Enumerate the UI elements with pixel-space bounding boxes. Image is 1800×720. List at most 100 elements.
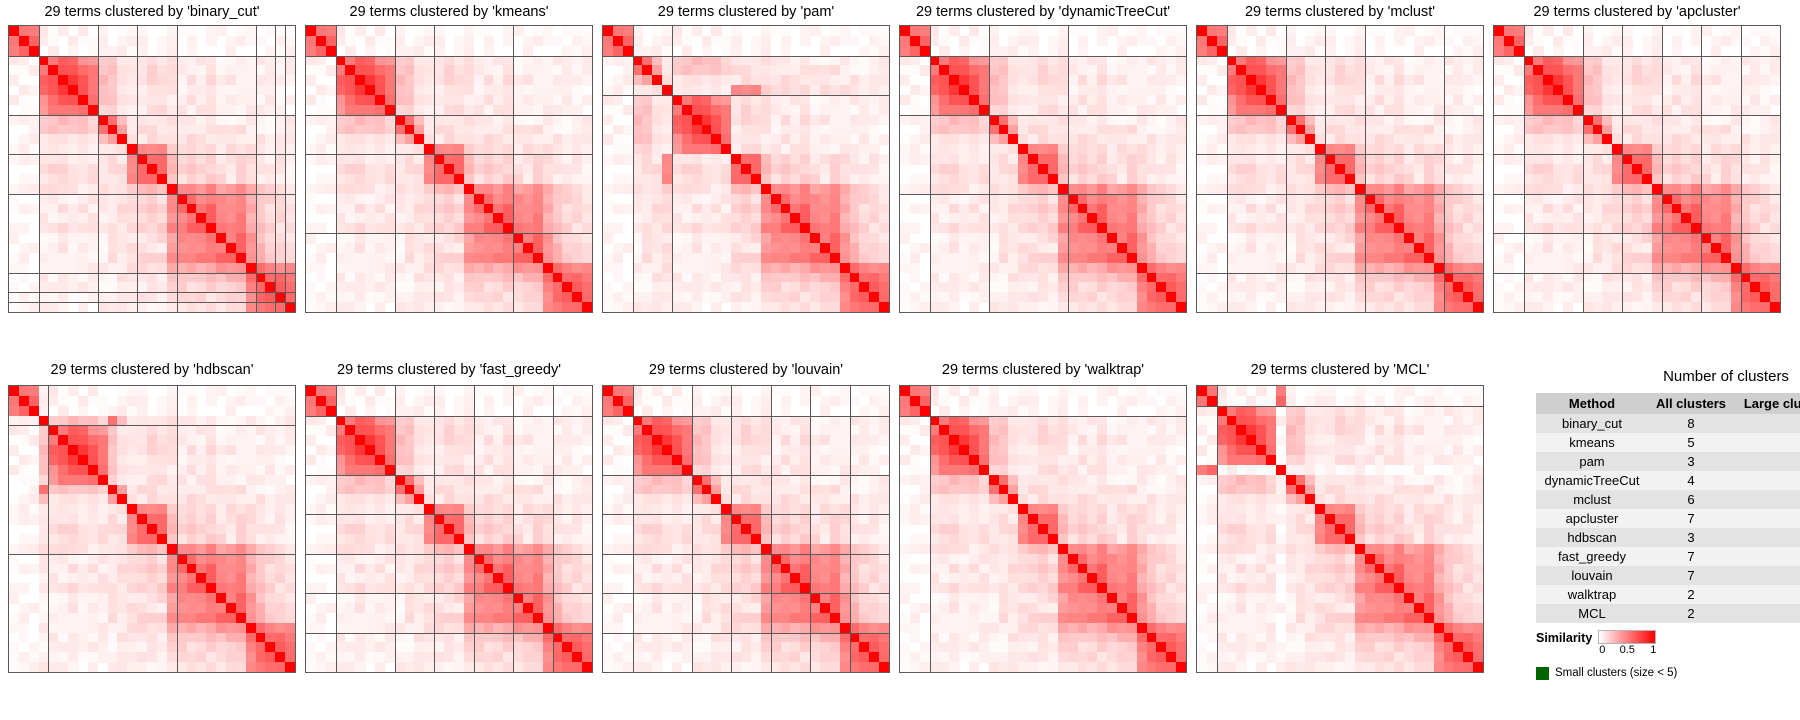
heatmap-plot-hdbscan [8, 385, 296, 673]
cluster-separator-horizontal [900, 193, 1186, 195]
panel-title-fast_greedy: 29 terms clustered by 'fast_greedy' [337, 362, 561, 378]
method-cell: mclust [1536, 490, 1648, 509]
cluster-separator-horizontal [9, 553, 295, 555]
cluster-separator-horizontal [603, 474, 889, 476]
cluster-separator-horizontal [1494, 233, 1780, 235]
cluster-separator-vertical [137, 26, 139, 312]
method-cell: pam [1536, 452, 1648, 471]
table-header-large-clusters: Large clusters (size >= 5) [1734, 393, 1800, 414]
cluster-separator-horizontal [603, 55, 889, 57]
large-clusters-cell: 2 [1734, 452, 1800, 471]
heatmap-panel-dynamicTreeCut: 29 terms clustered by 'dynamicTreeCut' [899, 0, 1187, 720]
cluster-separator-horizontal [306, 154, 592, 156]
panel-title-kmeans: 29 terms clustered by 'kmeans' [349, 4, 549, 20]
large-clusters-cell: 3 [1734, 509, 1800, 528]
cluster-separator-horizontal [1197, 55, 1483, 57]
panel-title-dynamicTreeCut: 29 terms clustered by 'dynamicTreeCut' [915, 4, 1170, 20]
cluster-separator-horizontal [9, 302, 295, 304]
cluster-separator-vertical [434, 26, 436, 312]
cluster-separator-horizontal [306, 474, 592, 476]
heatmap-cells [1494, 26, 1780, 312]
similarity-legend-label: Similarity [1536, 631, 1593, 645]
small-clusters-legend-label: Small clusters (size < 5) [1555, 667, 1678, 679]
cluster-separator-horizontal [306, 55, 592, 57]
heatmap-cells [603, 386, 889, 672]
method-cell: binary_cut [1536, 414, 1648, 433]
heatmap-plot-apcluster [1493, 25, 1781, 313]
cluster-separator-vertical [285, 26, 287, 312]
similarity-colorbar-ticks: 0 0.5 1 [1598, 644, 1656, 658]
cluster-separator-vertical [1740, 26, 1742, 312]
cluster-separator-horizontal [306, 114, 592, 116]
method-cell: kmeans [1536, 433, 1648, 452]
heatmap-cells [900, 386, 1186, 672]
cluster-separator-vertical [335, 26, 337, 312]
large-clusters-cell: 3 [1734, 566, 1800, 585]
cluster-separator-vertical [1285, 26, 1287, 312]
cluster-separator-horizontal [9, 55, 295, 57]
heatmap-panel-mclust: 29 terms clustered by 'mclust' [1196, 0, 1484, 720]
heatmap-cells [306, 26, 592, 312]
cluster-separator-vertical [97, 26, 99, 312]
heatmap-panel-hdbscan: 29 terms clustered by 'hdbscan' [8, 0, 296, 720]
cluster-separator-horizontal [1494, 154, 1780, 156]
heatmap-plot-MCL [1196, 385, 1484, 673]
cluster-separator-vertical [38, 26, 40, 312]
all-clusters-cell: 7 [1648, 547, 1734, 566]
heatmap-plot-kmeans [305, 25, 593, 313]
cluster-separator-vertical [255, 26, 257, 312]
table-row: dynamicTreeCut44 [1536, 471, 1800, 490]
method-cell: apcluster [1536, 509, 1648, 528]
cluster-separator-vertical [176, 26, 178, 312]
cluster-separator-vertical [849, 386, 851, 672]
cluster-separator-vertical [394, 26, 396, 312]
cluster-separator-vertical [672, 26, 674, 312]
panel-title-mclust: 29 terms clustered by 'mclust' [1244, 4, 1436, 20]
cluster-separator-vertical [770, 386, 772, 672]
cluster-separator-horizontal [9, 292, 295, 294]
table-row: binary_cut83 [1536, 414, 1800, 433]
heatmap-panel-binary_cut: 29 terms clustered by 'binary_cut' [8, 0, 296, 720]
heatmap-cells [9, 386, 295, 672]
heatmap-panel-walktrap: 29 terms clustered by 'walktrap' [899, 0, 1187, 720]
heatmap-plot-louvain [602, 385, 890, 673]
table-row: mclust63 [1536, 490, 1800, 509]
cluster-separator-vertical [1701, 26, 1703, 312]
heatmap-plot-binary_cut [8, 25, 296, 313]
heatmap-panel-apcluster: 29 terms clustered by 'apcluster' [1493, 0, 1781, 720]
all-clusters-cell: 7 [1648, 509, 1734, 528]
large-clusters-cell: 3 [1734, 528, 1800, 547]
heatmap-plot-fast_greedy [305, 385, 593, 673]
cluster-separator-horizontal [1197, 193, 1483, 195]
cluster-separator-horizontal [1494, 193, 1780, 195]
heatmap-panel-louvain: 29 terms clustered by 'louvain' [602, 0, 890, 720]
cluster-separator-horizontal [306, 233, 592, 235]
heatmap-plot-mclust [1196, 25, 1484, 313]
cluster-separator-horizontal [1197, 154, 1483, 156]
cluster-separator-vertical [731, 386, 733, 672]
all-clusters-cell: 8 [1648, 414, 1734, 433]
cluster-separator-horizontal [900, 415, 1186, 417]
cluster-separator-vertical [513, 26, 515, 312]
cluster-separator-horizontal [1494, 272, 1780, 274]
cluster-separator-vertical [434, 386, 436, 672]
cluster-separator-vertical [1661, 26, 1663, 312]
method-cell: walktrap [1536, 585, 1648, 604]
cluster-separator-horizontal [603, 415, 889, 417]
heatmap-cells [900, 26, 1186, 312]
cluster-separator-horizontal [1197, 272, 1483, 274]
heatmap-plot-walktrap [899, 385, 1187, 673]
table-row: kmeans53 [1536, 433, 1800, 452]
cluster-separator-horizontal [306, 514, 592, 516]
cluster-separator-horizontal [306, 632, 592, 634]
cluster-separator-horizontal [900, 55, 1186, 57]
heatmap-cells [1197, 26, 1483, 312]
heatmap-cells [306, 386, 592, 672]
table-header-method: Method [1536, 393, 1648, 414]
cluster-separator-horizontal [603, 514, 889, 516]
panel-title-apcluster: 29 terms clustered by 'apcluster' [1533, 4, 1741, 20]
cluster-separator-horizontal [9, 272, 295, 274]
table-row: apcluster73 [1536, 509, 1800, 528]
